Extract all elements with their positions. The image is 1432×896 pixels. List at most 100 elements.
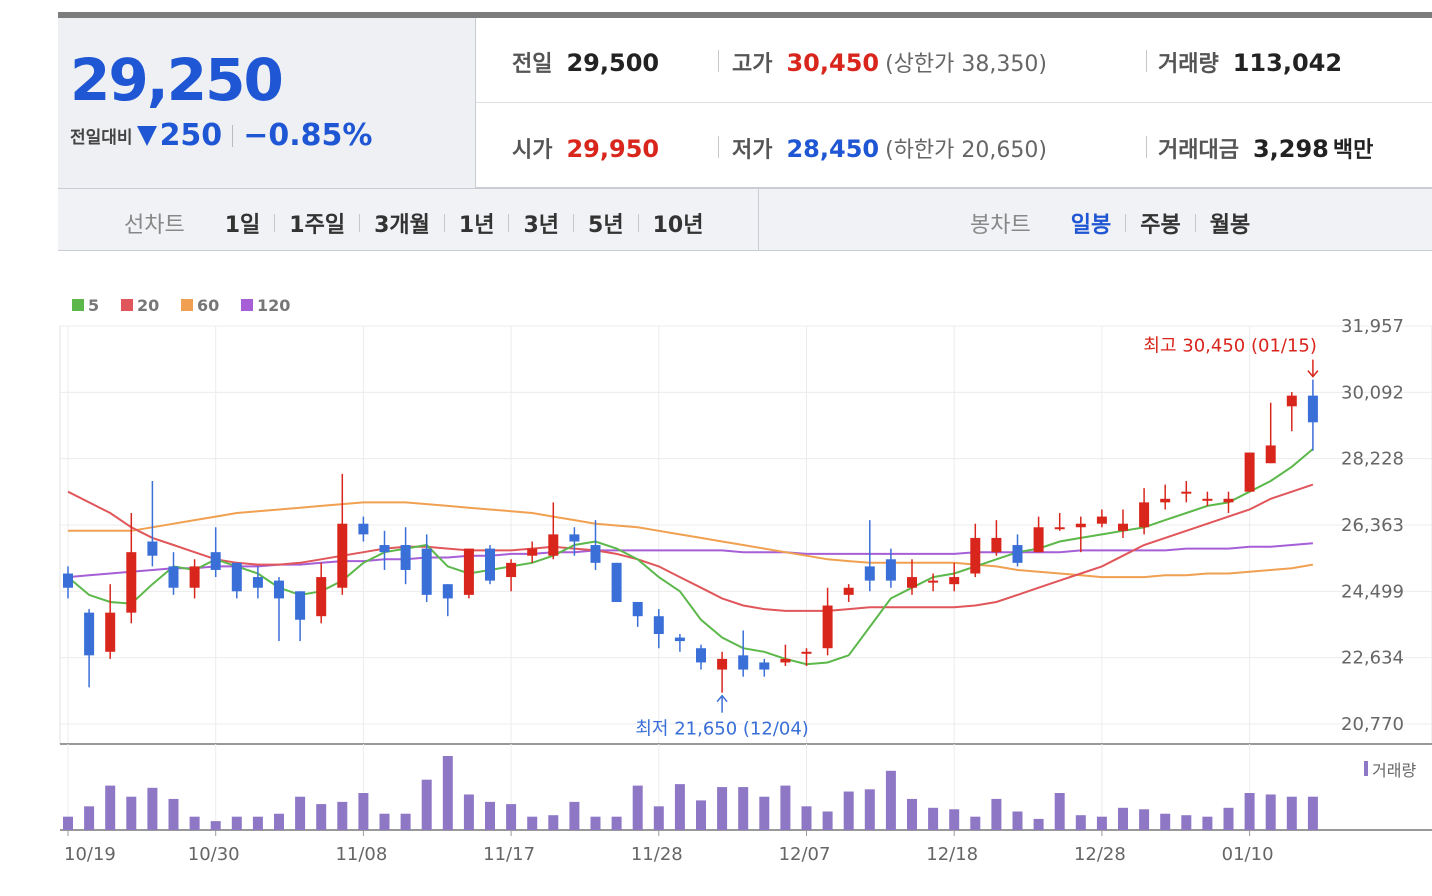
y-tick-label: 24,499 (1341, 581, 1404, 602)
candle-body (274, 580, 284, 599)
plot-border (59, 325, 1432, 745)
line-tab-6[interactable]: 10년 (652, 213, 704, 238)
candle (611, 562, 622, 602)
candle (421, 534, 432, 602)
day-high: 고가 30,450 (상한가 38,350) (732, 46, 1047, 78)
high-label: 고가 (732, 52, 773, 77)
summary-bottom-border (476, 187, 1432, 188)
candle (400, 527, 411, 585)
candle (843, 584, 854, 602)
ma5-line (67, 448, 1314, 666)
candle (231, 562, 242, 599)
candle-body (674, 637, 685, 642)
candle (1139, 488, 1150, 535)
candle (463, 548, 474, 599)
candle-chart-tabs: 봉차트 일봉 주봉 월봉 (970, 207, 1264, 239)
candle (1286, 392, 1297, 432)
candle-body (801, 651, 812, 654)
volume-bar (991, 798, 1002, 830)
line-tab-5[interactable]: 5년 (588, 213, 624, 238)
candle (506, 559, 517, 592)
volume-bar (189, 816, 200, 830)
line-tab-1[interactable]: 1주일 (289, 213, 346, 238)
x-tick-label: 10/19 (64, 844, 116, 865)
candle-body (463, 548, 474, 595)
current-price-panel: 29,250 전일대비 250 −0.85% (58, 18, 476, 188)
candle-body (885, 559, 896, 581)
x-tick-label: 12/07 (779, 844, 831, 865)
line-tab-0[interactable]: 1일 (224, 213, 261, 238)
volume-bar (843, 791, 854, 830)
candle-body (506, 562, 517, 578)
line-tab-3[interactable]: 1년 (458, 213, 495, 238)
candle-body (696, 648, 706, 663)
candle (632, 601, 643, 627)
legend-label-60: 60 (197, 296, 219, 315)
volume-bar (1265, 794, 1276, 830)
candle (864, 520, 875, 592)
line-tab-2[interactable]: 3개월 (374, 213, 430, 238)
change-percent: −0.85% (243, 118, 373, 153)
trade-amount: 거래대금 3,298 백만 (1158, 132, 1373, 164)
candle-tab-2[interactable]: 월봉 (1209, 213, 1251, 238)
amount-value: 3,298 (1252, 135, 1329, 163)
candle (189, 559, 200, 599)
candle (822, 587, 833, 656)
candle-tab-0[interactable]: 일봉 (1070, 213, 1112, 238)
prev-close: 전일 29,500 (512, 46, 659, 78)
price-change: 전일대비 250 −0.85% (70, 118, 372, 153)
candle-body (1139, 502, 1150, 528)
volume-label: 거래량 (1158, 52, 1219, 77)
volume-bar (485, 801, 495, 830)
volume-bar (210, 821, 221, 830)
candle (885, 548, 896, 588)
candle-body (1244, 452, 1255, 492)
legend-label-20: 20 (137, 296, 159, 315)
amount-label: 거래대금 (1158, 138, 1239, 163)
high-value: 30,450 (786, 49, 880, 77)
candle (1307, 379, 1318, 451)
candle-body (210, 552, 221, 570)
candle-body (527, 548, 538, 556)
volume-bar (1307, 796, 1318, 830)
volume-bar (738, 787, 749, 830)
candle-body (1286, 395, 1297, 407)
candle (907, 559, 917, 595)
candle-body (379, 545, 390, 553)
low-label: 저가 (732, 138, 773, 163)
volume-bar (674, 784, 685, 830)
candle (84, 609, 95, 688)
volume-bar (885, 770, 896, 830)
separator (1146, 136, 1147, 158)
candle (358, 516, 369, 542)
candle-body (717, 658, 728, 670)
candle (991, 520, 1002, 556)
candle-chart-header: 봉차트 (970, 213, 1031, 238)
volume-bar (759, 796, 770, 830)
x-tick-label: 12/28 (1074, 844, 1126, 865)
max-label: 최고 30,450 (01/15) (1143, 336, 1316, 357)
volume-legend-swatch (1364, 761, 1368, 776)
legend-swatch-60 (181, 299, 193, 311)
volume-bar (970, 816, 981, 830)
volume-bar (337, 801, 348, 830)
volume-bar (1096, 816, 1107, 830)
day-low: 저가 28,450 (하한가 20,650) (732, 132, 1047, 164)
volume-bar (611, 816, 622, 830)
volume-bar (548, 815, 559, 830)
volume-legend-label: 거래량 (1372, 761, 1416, 780)
tab-separator (1125, 214, 1127, 232)
current-price: 29,250 (70, 46, 284, 114)
candle-tab-1[interactable]: 주봉 (1140, 213, 1181, 238)
candle (717, 651, 728, 693)
volume-bar (527, 816, 538, 830)
line-tab-4[interactable]: 3년 (523, 213, 560, 238)
candle-body (63, 573, 73, 588)
volume-bar (1012, 811, 1023, 830)
volume-bar (147, 787, 158, 830)
candle (780, 644, 791, 667)
candle (759, 658, 770, 677)
candle (527, 541, 538, 563)
row-divider (476, 102, 1432, 103)
volume-bar (506, 804, 517, 830)
